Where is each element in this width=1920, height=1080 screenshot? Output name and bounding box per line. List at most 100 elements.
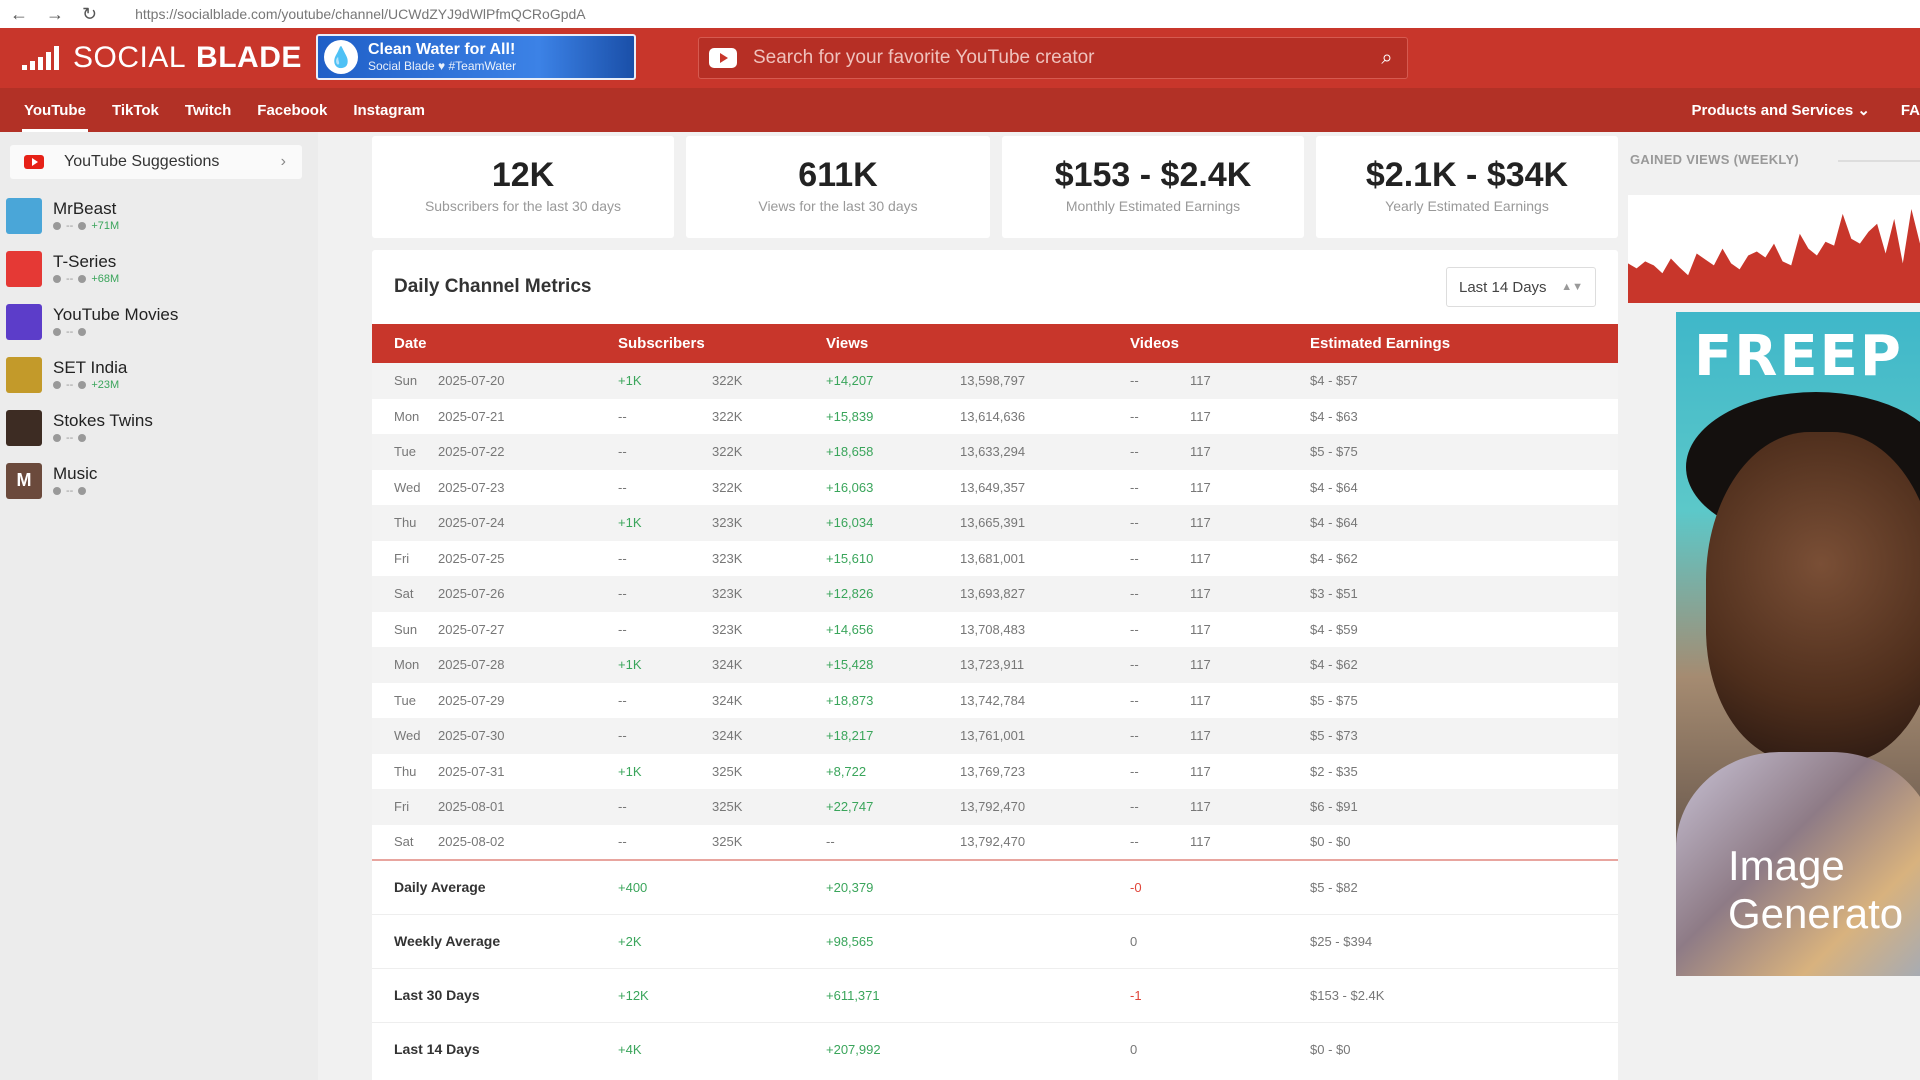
tab-twitch[interactable]: Twitch bbox=[184, 101, 232, 119]
stat-label: Monthly Estimated Earnings bbox=[1065, 198, 1241, 214]
search-icon[interactable]: ⌕ bbox=[1381, 46, 1393, 69]
sort-arrows-icon: ▲▼ bbox=[1561, 281, 1583, 293]
sidebar-creator[interactable]: YouTube Movies -- bbox=[6, 295, 318, 348]
row-subs: 325K bbox=[712, 763, 743, 779]
back-icon[interactable]: ← bbox=[10, 3, 28, 24]
tab-facebook[interactable]: Facebook bbox=[257, 101, 328, 119]
stat-card-yearly-earnings: $2.1K - $34K Yearly Estimated Earnings bbox=[1316, 136, 1618, 238]
row-earnings: $5 - $75 bbox=[1310, 692, 1358, 708]
stat-label: Views for the last 30 days bbox=[758, 198, 918, 214]
ad-scarf-shape bbox=[1676, 752, 1920, 976]
separator: -- bbox=[66, 272, 74, 285]
row-subs: 324K bbox=[712, 692, 743, 708]
row-earnings: $4 - $57 bbox=[1310, 373, 1358, 389]
sidebar-creator[interactable]: M Music -- bbox=[6, 454, 318, 507]
summary-videos: -0 bbox=[1130, 879, 1142, 895]
table-header-row: Date Subscribers Views Videos Estimated … bbox=[372, 324, 1618, 363]
row-videos: 117 bbox=[1190, 479, 1211, 495]
row-earnings: $4 - $63 bbox=[1310, 408, 1358, 424]
row-subs: 322K bbox=[712, 479, 743, 495]
row-videos: 117 bbox=[1190, 728, 1211, 744]
row-view-gain: +22,747 bbox=[826, 799, 874, 815]
fa-menu[interactable]: FA bbox=[1900, 101, 1920, 119]
row-date: 2025-07-20 bbox=[438, 373, 505, 389]
summary-earnings: $25 - $394 bbox=[1310, 933, 1373, 949]
tab-tiktok[interactable]: TikTok bbox=[111, 101, 159, 119]
summary-earnings: $5 - $82 bbox=[1310, 879, 1358, 895]
row-videos: 117 bbox=[1190, 373, 1211, 389]
summary-label: Weekly Average bbox=[394, 933, 501, 949]
col-earnings: Estimated Earnings bbox=[1310, 335, 1451, 352]
forward-icon[interactable]: → bbox=[46, 3, 64, 24]
products-label: Products and Services bbox=[1691, 102, 1854, 119]
table-row: Wed 2025-07-23 -- 322K +16,063 13,649,357 -- 11… bbox=[372, 469, 1618, 505]
row-date: 2025-07-28 bbox=[438, 657, 505, 673]
row-date: 2025-07-25 bbox=[438, 550, 505, 566]
products-services-menu[interactable]: Products and Services ⌄ bbox=[1692, 101, 1870, 119]
row-videos: 117 bbox=[1190, 834, 1211, 850]
reload-icon[interactable]: ↻ bbox=[82, 3, 98, 24]
row-date: 2025-08-02 bbox=[438, 834, 505, 850]
sidebar-creator[interactable]: Stokes Twins -- bbox=[6, 401, 318, 454]
stat-value: $153 - $2.4K bbox=[1054, 156, 1252, 194]
tab-youtube[interactable]: YouTube bbox=[22, 88, 88, 132]
row-videos: 117 bbox=[1190, 515, 1211, 531]
row-subs: 322K bbox=[712, 408, 743, 424]
creator-name: MrBeast bbox=[53, 198, 117, 218]
row-subs: 322K bbox=[712, 444, 743, 460]
row-view-gain: +18,658 bbox=[826, 444, 874, 460]
table-row: Wed 2025-07-30 -- 324K +18,217 13,761,001 -- 11… bbox=[372, 718, 1618, 754]
url-text[interactable]: https://socialblade.com/youtube/channel/… bbox=[135, 6, 586, 22]
row-views: 13,769,723 bbox=[960, 763, 1026, 779]
clean-water-banner[interactable]: 💧 Clean Water for All! Social Blade ♥ #T… bbox=[316, 34, 636, 80]
row-date: 2025-07-31 bbox=[438, 763, 505, 779]
row-date: 2025-07-21 bbox=[438, 408, 505, 424]
summary-earnings: $0 - $0 bbox=[1310, 1041, 1351, 1057]
row-videos: 117 bbox=[1190, 799, 1211, 815]
row-sub-gain: -- bbox=[618, 444, 627, 460]
suggestions-label: YouTube Suggestions bbox=[64, 153, 220, 170]
summary-views: +611,371 bbox=[826, 987, 880, 1003]
site-logo[interactable]: SOCIAL BLADE bbox=[22, 41, 302, 75]
eye-icon bbox=[78, 433, 87, 442]
row-subs: 324K bbox=[712, 657, 743, 673]
chevron-right-icon: › bbox=[280, 153, 286, 170]
stat-label: Subscribers for the last 30 days bbox=[424, 198, 622, 214]
ad-cta-line2: Generato bbox=[1728, 890, 1904, 937]
row-video-gain: -- bbox=[1130, 728, 1139, 744]
row-day: Thu bbox=[394, 515, 417, 531]
separator: -- bbox=[66, 325, 74, 338]
metrics-table: Date Subscribers Views Videos Estimated … bbox=[372, 324, 1618, 1076]
creator-gain: +23M bbox=[91, 378, 120, 391]
row-views: 13,761,001 bbox=[960, 728, 1026, 744]
panel-title: Daily Channel Metrics bbox=[394, 276, 592, 297]
row-view-gain: +18,873 bbox=[826, 692, 874, 708]
sidebar-creator[interactable]: MrBeast -- +71M bbox=[6, 189, 318, 242]
row-day: Sun bbox=[394, 621, 418, 637]
eye-icon bbox=[78, 221, 87, 230]
summary-subs: +4K bbox=[618, 1041, 642, 1057]
subscribers-icon bbox=[53, 327, 61, 336]
row-sub-gain: +1K bbox=[618, 763, 642, 779]
row-day: Tue bbox=[394, 444, 416, 460]
search-input[interactable] bbox=[753, 47, 1367, 69]
creator-meta: -- +68M bbox=[53, 272, 119, 286]
row-video-gain: -- bbox=[1130, 657, 1139, 673]
sidebar-creator[interactable]: T-Series -- +68M bbox=[6, 242, 318, 295]
sidebar-creator[interactable]: SET India -- +23M bbox=[6, 348, 318, 401]
row-views: 13,723,911 bbox=[960, 657, 1025, 673]
summary-views: +20,379 bbox=[826, 879, 874, 895]
row-earnings: $4 - $62 bbox=[1310, 657, 1358, 673]
row-video-gain: -- bbox=[1130, 799, 1139, 815]
ad-banner[interactable]: FREEP Image Generato bbox=[1676, 312, 1920, 976]
row-subs: 322K bbox=[712, 373, 743, 389]
youtube-suggestions-header[interactable]: YouTube Suggestions › bbox=[10, 145, 302, 179]
stat-card-subscribers: 12K Subscribers for the last 30 days bbox=[372, 136, 674, 238]
stat-label: Yearly Estimated Earnings bbox=[1385, 198, 1549, 214]
range-select[interactable]: Last 14 Days ▲▼ bbox=[1446, 267, 1596, 307]
summary-row: Last 30 Days +12K +611,371 -1 $153 - $2.4K bbox=[372, 968, 1618, 1022]
subscribers-icon bbox=[53, 380, 61, 389]
tab-instagram[interactable]: Instagram bbox=[353, 101, 426, 119]
summary-subs: +2K bbox=[618, 933, 642, 949]
row-earnings: $4 - $64 bbox=[1310, 479, 1358, 495]
